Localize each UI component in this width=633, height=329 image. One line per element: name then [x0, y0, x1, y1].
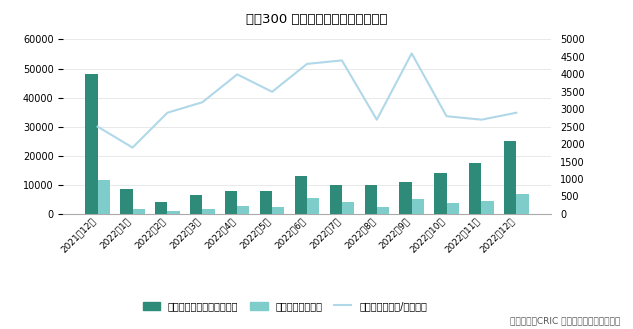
成交楼板价（元/平方米）: [164, 111, 172, 115]
Line: 成交楼板价（元/平方米）: 成交楼板价（元/平方米）: [97, 53, 517, 148]
Bar: [272, 208, 284, 214]
Bar: [342, 202, 354, 214]
Bar: [97, 180, 110, 214]
Text: 图：300 城经营性用地月度成交情况: 图：300 城经营性用地月度成交情况: [246, 13, 387, 26]
Legend: 成交建筑面积（万平方米）, 成交总价（亿元）, 成交楼板价（元/平方米）: 成交建筑面积（万平方米）, 成交总价（亿元）, 成交楼板价（元/平方米）: [142, 301, 427, 311]
成交楼板价（元/平方米）: [199, 100, 206, 104]
成交楼板价（元/平方米）: [478, 118, 486, 122]
Bar: [225, 190, 237, 214]
Bar: [155, 202, 168, 214]
Bar: [377, 207, 389, 214]
成交楼板价（元/平方米）: [234, 72, 241, 76]
成交楼板价（元/平方米）: [94, 125, 101, 129]
成交楼板价（元/平方米）: [268, 90, 276, 94]
Bar: [517, 193, 529, 214]
Bar: [120, 189, 132, 214]
Bar: [504, 141, 517, 214]
Bar: [203, 210, 215, 214]
成交楼板价（元/平方米）: [408, 51, 415, 55]
成交楼板价（元/平方米）: [338, 59, 346, 63]
成交楼板价（元/平方米）: [128, 146, 136, 150]
Bar: [307, 198, 319, 214]
Bar: [85, 74, 97, 214]
Bar: [399, 182, 411, 214]
成交楼板价（元/平方米）: [303, 62, 311, 66]
Bar: [168, 211, 180, 214]
Bar: [330, 185, 342, 214]
Bar: [434, 173, 446, 214]
Bar: [132, 210, 145, 214]
Bar: [190, 195, 203, 214]
Text: 数据来源：CRIC 中国房地产决策咨询系统: 数据来源：CRIC 中国房地产决策咨询系统: [510, 317, 620, 326]
Bar: [237, 206, 249, 214]
成交楼板价（元/平方米）: [373, 118, 380, 122]
Bar: [295, 176, 307, 214]
成交楼板价（元/平方米）: [442, 114, 450, 118]
成交楼板价（元/平方米）: [513, 111, 520, 115]
Bar: [365, 185, 377, 214]
Bar: [446, 203, 459, 214]
Bar: [411, 199, 424, 214]
Bar: [482, 201, 494, 214]
Bar: [260, 190, 272, 214]
Bar: [469, 163, 482, 214]
